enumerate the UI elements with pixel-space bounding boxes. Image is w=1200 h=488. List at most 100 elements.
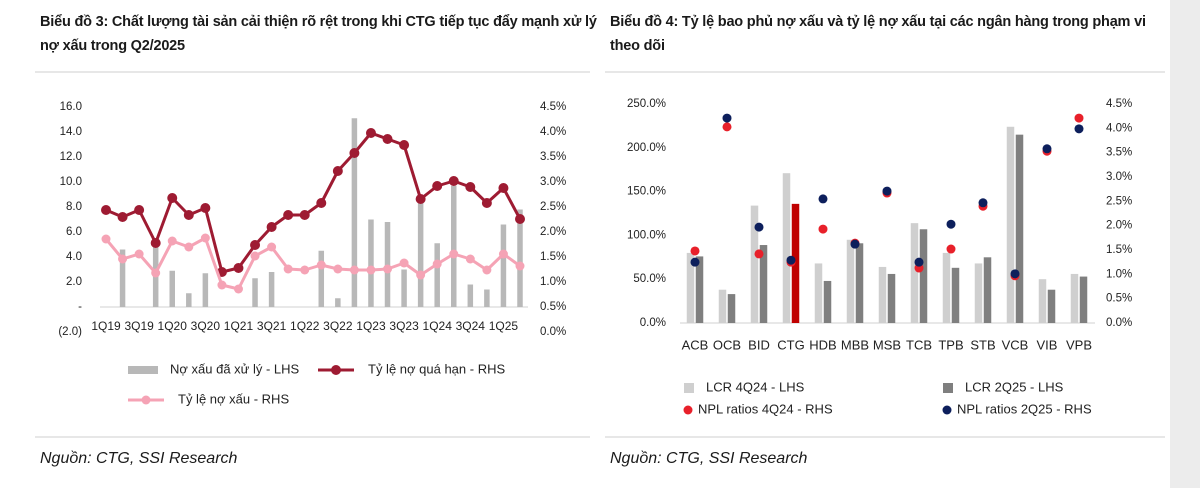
bar — [695, 256, 704, 323]
line-marker — [151, 268, 161, 278]
line-marker — [316, 198, 327, 208]
bar — [451, 185, 457, 307]
bar — [791, 203, 800, 323]
y-tick-label: 200.0% — [627, 142, 666, 154]
line-marker — [267, 242, 277, 252]
y2-tick-label: 1.0% — [540, 276, 566, 288]
dot — [786, 255, 796, 265]
dot — [818, 224, 828, 234]
line-marker — [150, 238, 161, 248]
y-tick-label: 10.0 — [60, 176, 82, 188]
y2-tick-label: 4.0% — [1106, 122, 1132, 134]
y-tick-label: 16.0 — [60, 101, 82, 113]
x-tick-label: 1Q20 — [158, 319, 188, 333]
line-marker — [200, 233, 210, 243]
legend-label: LCR 2Q25 - LHS — [965, 379, 1064, 394]
y2-tick-label: 2.0% — [540, 226, 566, 238]
bar — [517, 209, 523, 307]
x-tick-label: 1Q19 — [91, 319, 121, 333]
line-marker — [233, 284, 243, 294]
y2-tick-label: 4.5% — [540, 101, 566, 113]
bar — [823, 280, 832, 323]
bar — [467, 284, 474, 307]
line-marker — [498, 183, 509, 193]
line-marker — [134, 205, 145, 215]
line-marker — [382, 134, 393, 144]
legend-label: Nợ xấu đã xử lý - LHS — [170, 361, 300, 376]
line-marker — [515, 261, 525, 271]
x-tick-label: OCB — [713, 337, 741, 352]
x-tick-label: 3Q22 — [323, 319, 353, 333]
legend-swatch — [683, 405, 693, 415]
line-marker — [515, 214, 525, 224]
y-tick-label: 12.0 — [60, 151, 82, 163]
bar — [1079, 276, 1088, 323]
dot — [754, 249, 764, 259]
x-tick-label: 1Q22 — [290, 319, 320, 333]
legend-swatch — [684, 383, 694, 393]
bar — [252, 278, 258, 307]
y-tick-label: 8.0 — [66, 201, 82, 213]
bar — [974, 263, 983, 323]
bar — [878, 266, 887, 323]
bar — [119, 249, 126, 307]
line-marker — [316, 260, 326, 270]
line-marker — [183, 210, 194, 220]
y2-tick-label: 2.5% — [540, 201, 566, 213]
legend-swatch — [331, 365, 341, 375]
line-marker — [383, 264, 393, 274]
line-marker — [365, 128, 376, 138]
line-marker — [101, 234, 111, 244]
dot — [818, 194, 828, 204]
line-marker — [299, 210, 310, 220]
dot — [1074, 113, 1084, 123]
bar — [855, 243, 864, 323]
bar — [919, 229, 928, 323]
line — [104, 236, 521, 291]
x-tick-label: 3Q21 — [257, 319, 287, 333]
bar — [942, 252, 951, 323]
legend-label: NPL ratios 2Q25 - RHS — [957, 401, 1092, 416]
legend-label: Tỷ lệ nợ quá hạn - RHS — [368, 361, 505, 376]
legend-label: NPL ratios 4Q24 - RHS — [698, 401, 833, 416]
y-tick-label: 2.0 — [66, 276, 82, 288]
x-tick-label: VCB — [1002, 337, 1029, 352]
line-marker — [117, 212, 128, 222]
legend-swatch — [943, 383, 953, 393]
charts: (2.0) - 2.0 4.0 6.0 8.0 10.0 12.0 14.0 16.0 0.0% 0.… — [35, 71, 1165, 438]
dot — [978, 198, 988, 208]
dot — [946, 244, 956, 254]
x-tick-label: VIB — [1037, 337, 1058, 352]
line-marker — [101, 205, 111, 215]
y-tick-label: 150.0% — [627, 186, 666, 198]
bar — [759, 245, 768, 323]
line-marker — [250, 240, 261, 250]
y-tick-label: - — [78, 301, 82, 313]
x-tick-label: 3Q19 — [124, 319, 154, 333]
x-tick-label: VPB — [1066, 337, 1092, 352]
line-marker — [482, 265, 492, 275]
bar — [887, 273, 896, 323]
y2-tick-label: 2.0% — [1106, 220, 1132, 232]
y-tick-label: 4.0 — [66, 251, 82, 263]
line-marker — [432, 181, 443, 191]
bar — [335, 298, 341, 307]
line-marker — [266, 222, 277, 232]
line-marker — [333, 264, 343, 274]
dot — [722, 122, 732, 132]
x-tick-label: MBB — [841, 337, 869, 352]
line-marker — [134, 249, 144, 259]
x-tick-label: ACB — [682, 337, 709, 352]
y-tick-label: 250.0% — [627, 98, 666, 110]
line-marker — [332, 166, 343, 176]
y2-tick-label: 4.0% — [540, 126, 566, 138]
line-marker — [283, 210, 294, 220]
x-tick-label: 1Q21 — [224, 319, 254, 333]
bar — [1070, 273, 1079, 323]
dot — [882, 186, 892, 196]
source: Nguồn: CTG, SSI Research — [40, 450, 238, 467]
bar — [318, 250, 325, 307]
y-tick-label: (2.0) — [58, 326, 82, 338]
line-marker — [416, 270, 426, 280]
